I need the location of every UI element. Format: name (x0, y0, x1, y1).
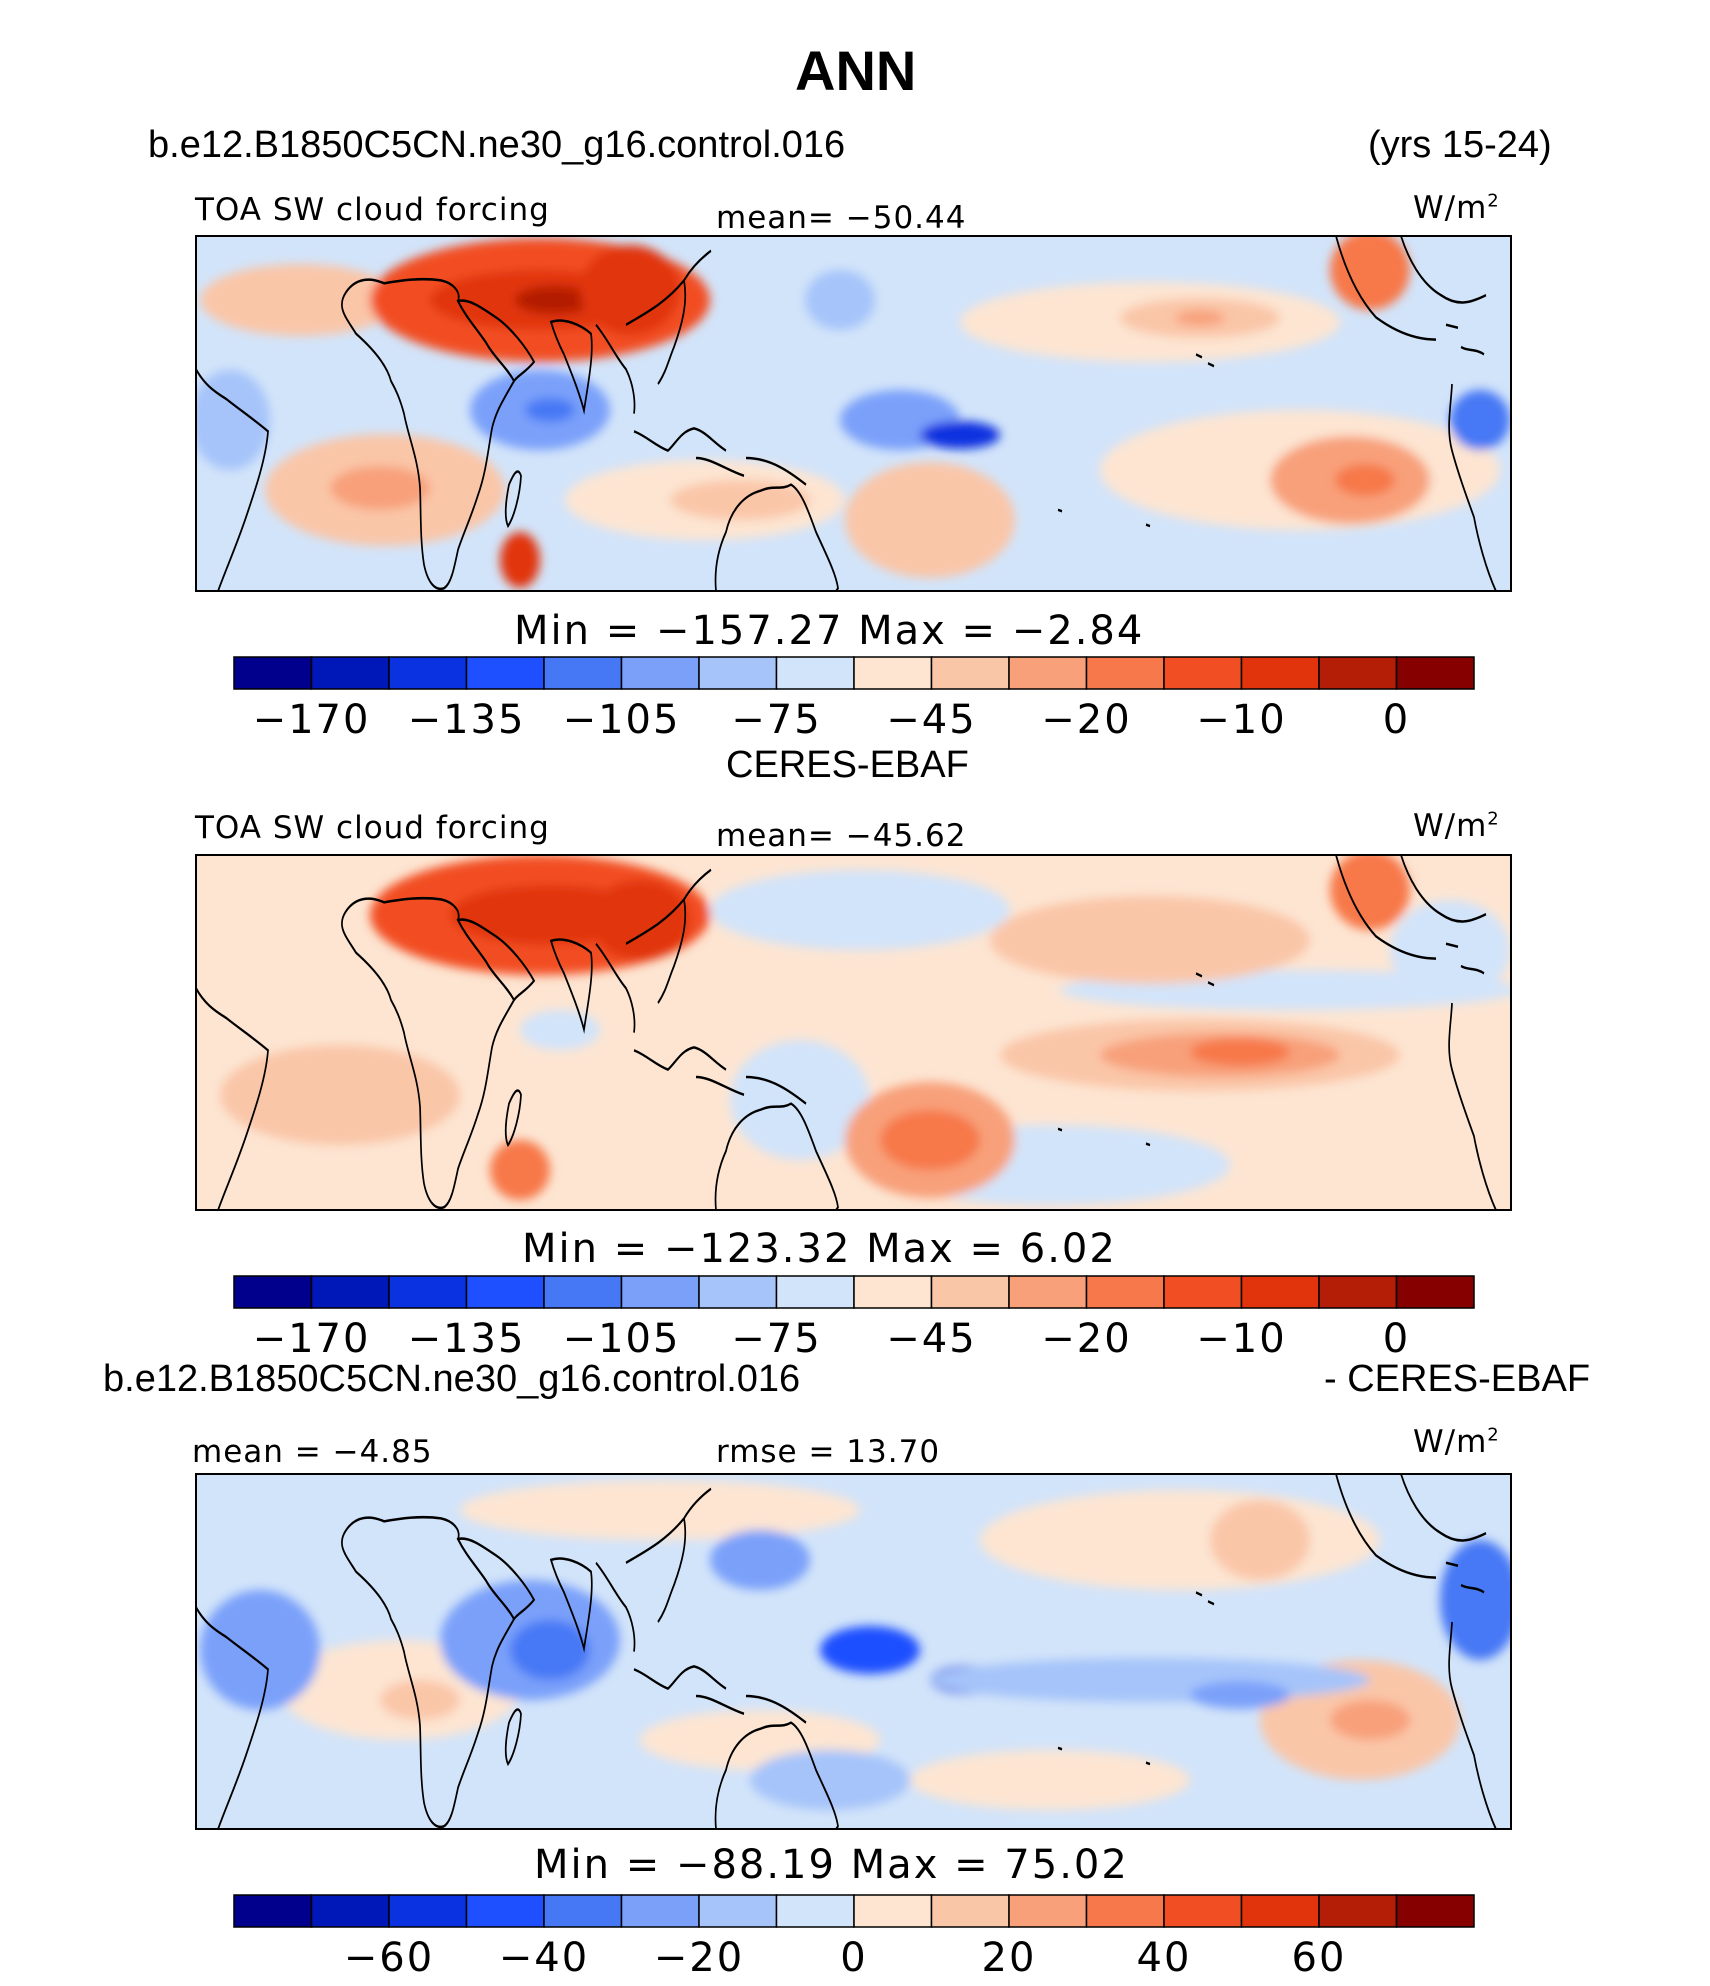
case-name: b.e12.B1850C5CN.ne30_g16.control.016 (148, 124, 846, 166)
panel1-variable: TOA SW cloud forcing (195, 192, 550, 228)
colorbar3-swatch (620, 1894, 700, 1928)
colorbar3-swatch (698, 1894, 778, 1928)
panel3-frame (195, 1473, 1512, 1830)
colorbar1-swatch (853, 656, 933, 690)
panel3-mean: mean = −4.85 (192, 1434, 433, 1470)
colorbar2-tick-label: −75 (731, 1316, 821, 1362)
colorbar2-swatch (775, 1275, 855, 1309)
panel3-minmax: Min = −88.19 Max = 75.02 (534, 1842, 1129, 1888)
colorbar1-tick-label: −105 (563, 697, 681, 743)
colorbar2-tick-label: −170 (253, 1316, 371, 1362)
colorbar2-swatch (853, 1275, 933, 1309)
colorbar2-tick-label: −45 (886, 1316, 976, 1362)
colorbar3-tick-label: −20 (654, 1935, 744, 1981)
colorbar3-swatch (930, 1894, 1010, 1928)
colorbar3-swatch (1240, 1894, 1320, 1928)
years-label: (yrs 15-24) (1368, 124, 1552, 166)
colorbar1-swatch (465, 656, 545, 690)
panel1-mean: mean= −50.44 (716, 200, 967, 236)
figure-title: ANN (795, 39, 917, 102)
colorbar2-swatch (388, 1275, 468, 1309)
colorbar1-tick-label: −20 (1041, 697, 1131, 743)
colorbar2-tick-label: −20 (1041, 1316, 1131, 1362)
colorbar3-tick-label: 0 (840, 1935, 867, 1981)
colorbar2-swatch (1318, 1275, 1398, 1309)
colorbar-3: −60 −40 −20 0 20 40 60 (233, 1894, 1475, 1981)
colorbar3-swatch (388, 1894, 468, 1928)
panel1-map (196, 236, 1511, 591)
panel2-units: W/m2 (1413, 808, 1500, 844)
colorbar3-tick-label: 60 (1292, 1935, 1347, 1981)
colorbar1-swatch (1008, 656, 1088, 690)
colorbar2-swatch (233, 1275, 313, 1309)
colorbar1-tick-label: 0 (1383, 697, 1410, 743)
colorbar3-swatch (1318, 1894, 1398, 1928)
panel3-map (196, 1474, 1511, 1829)
panel1-frame (195, 235, 1512, 592)
panel1-minmax: Min = −157.27 Max = −2.84 (514, 608, 1145, 654)
colorbar-1: −170 −135 −105 −75 −45 −20 −10 0 (233, 656, 1475, 743)
colorbar1-swatch (543, 656, 623, 690)
colorbar2-swatch (698, 1275, 778, 1309)
colorbar1-tick-label: −135 (408, 697, 526, 743)
panel2-frame (195, 854, 1512, 1211)
colorbar2-swatch (620, 1275, 700, 1309)
colorbar3-tick-label: 40 (1137, 1935, 1192, 1981)
panel3-units: W/m2 (1413, 1424, 1500, 1460)
colorbar3-swatch (1085, 1894, 1165, 1928)
colorbar3-swatch (1008, 1894, 1088, 1928)
panel2-mean: mean= −45.62 (716, 818, 967, 854)
panel2-variable: TOA SW cloud forcing (195, 810, 550, 846)
colorbar2-tick-label: 0 (1383, 1316, 1410, 1362)
colorbar2-swatch (465, 1275, 545, 1309)
colorbar2-swatch (1085, 1275, 1165, 1309)
obs-title: CERES-EBAF (726, 744, 969, 786)
colorbar3-tick-label: 20 (982, 1935, 1037, 1981)
colorbar1-swatch (1240, 656, 1320, 690)
colorbar3-tick-label: −40 (499, 1935, 589, 1981)
colorbar2-tick-label: −105 (563, 1316, 681, 1362)
colorbar3-swatch (310, 1894, 390, 1928)
colorbar3-swatch (543, 1894, 623, 1928)
colorbar1-tick-label: −75 (731, 697, 821, 743)
colorbar1-swatch (388, 656, 468, 690)
colorbar1-swatch (1395, 656, 1475, 690)
colorbar3-swatch (1395, 1894, 1475, 1928)
colorbar3-swatch (1163, 1894, 1243, 1928)
panel2-map (196, 855, 1511, 1210)
colorbar3-tick-label: −60 (344, 1935, 434, 1981)
colorbar-2: −170 −135 −105 −75 −45 −20 −10 0 (233, 1275, 1475, 1362)
colorbar1-swatch (775, 656, 855, 690)
colorbar1-swatch (1163, 656, 1243, 690)
colorbar2-swatch (1163, 1275, 1243, 1309)
colorbar1-swatch (233, 656, 313, 690)
diff-obs-name: - CERES-EBAF (1324, 1358, 1591, 1400)
colorbar3-swatch (775, 1894, 855, 1928)
colorbar1-tick-label: −170 (253, 697, 371, 743)
panel2-minmax: Min = −123.32 Max = 6.02 (522, 1226, 1117, 1272)
panel1-units: W/m2 (1413, 190, 1500, 226)
colorbar1-swatch (930, 656, 1010, 690)
panel3-rmse: rmse = 13.70 (716, 1434, 941, 1470)
colorbar2-tick-label: −135 (408, 1316, 526, 1362)
colorbar2-swatch (1395, 1275, 1475, 1309)
colorbar1-swatch (1085, 656, 1165, 690)
colorbar2-swatch (1008, 1275, 1088, 1309)
colorbar1-swatch (310, 656, 390, 690)
diff-case-name: b.e12.B1850C5CN.ne30_g16.control.016 (103, 1358, 801, 1400)
colorbar1-tick-label: −10 (1196, 697, 1286, 743)
colorbar3-swatch (465, 1894, 545, 1928)
colorbar2-swatch (1240, 1275, 1320, 1309)
colorbar3-swatch (853, 1894, 933, 1928)
colorbar2-swatch (930, 1275, 1010, 1309)
colorbar2-swatch (310, 1275, 390, 1309)
colorbar1-swatch (620, 656, 700, 690)
colorbar1-tick-label: −45 (886, 697, 976, 743)
colorbar1-swatch (1318, 656, 1398, 690)
colorbar3-swatch (233, 1894, 313, 1928)
colorbar2-tick-label: −10 (1196, 1316, 1286, 1362)
colorbar1-swatch (698, 656, 778, 690)
colorbar2-swatch (543, 1275, 623, 1309)
